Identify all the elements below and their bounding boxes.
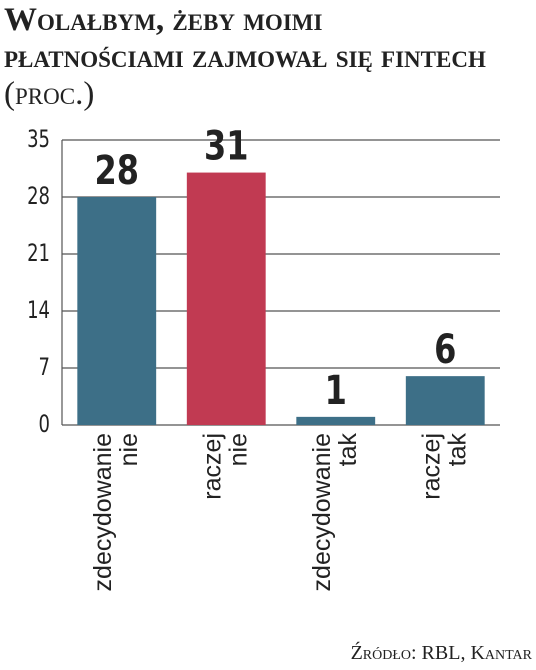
source: Źródło: RBL, Kantar bbox=[350, 642, 532, 664]
value-label: 28 bbox=[94, 146, 139, 193]
x-tick-label: zdecydowanietak bbox=[307, 433, 361, 592]
title-block: Wolałbym, żeby moimi płatnościami zajmow… bbox=[4, 2, 504, 113]
value-label: 31 bbox=[204, 122, 249, 169]
y-tick-label: 28 bbox=[27, 182, 50, 210]
y-tick-label: 0 bbox=[39, 410, 50, 438]
chart-title: Wolałbym, żeby moimi płatnościami zajmow… bbox=[4, 2, 486, 75]
x-tick-label: raczejnie bbox=[198, 433, 252, 500]
bar bbox=[296, 416, 376, 425]
bar bbox=[405, 376, 485, 425]
chart: 0 7 14 21 28 35 28 zdecydowanienie 31 raczejnie 1 z… bbox=[27, 122, 500, 592]
y-tick-label: 35 bbox=[27, 125, 50, 153]
x-tick-label: raczejtak bbox=[417, 433, 471, 500]
y-tick-label: 7 bbox=[39, 353, 50, 381]
y-tick-label: 21 bbox=[27, 239, 50, 267]
y-tick-label: 14 bbox=[27, 296, 50, 324]
x-tick-label: zdecydowanienie bbox=[88, 433, 142, 591]
value-label: 6 bbox=[434, 326, 456, 373]
value-label: 1 bbox=[325, 366, 347, 413]
bar bbox=[186, 172, 266, 425]
chart-subtitle: (proc.) bbox=[4, 76, 95, 112]
bar bbox=[77, 197, 157, 425]
